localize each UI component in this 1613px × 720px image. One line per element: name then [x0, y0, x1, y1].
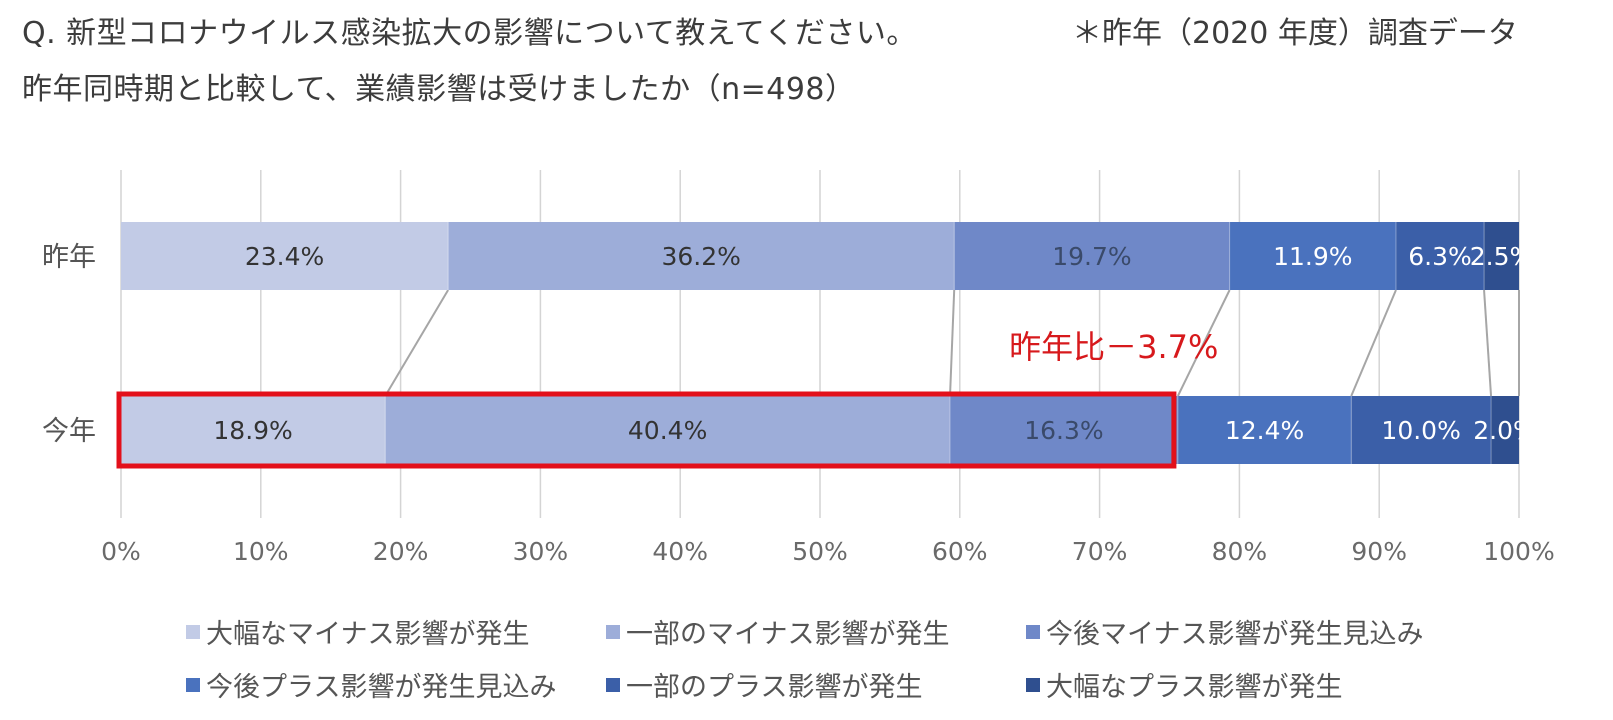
category-label: 昨年 [42, 242, 96, 273]
x-tick-label: 30% [513, 537, 569, 566]
legend-item: 大幅なプラス影響が発生 [1026, 665, 1456, 704]
bar-segment [121, 222, 449, 290]
x-tick-label: 10% [233, 537, 289, 566]
legend-label: 今後プラス影響が発生見込み [206, 672, 557, 703]
legend-label: 一部のマイナス影響が発生 [626, 619, 950, 650]
legend-swatch [186, 677, 200, 692]
bar-segment [121, 396, 386, 464]
legend-swatch [186, 624, 200, 639]
x-tick-label: 40% [652, 537, 708, 566]
highlight-box [116, 391, 1177, 469]
bar-data-label: 36.2% [661, 242, 740, 271]
bar-segment [448, 222, 955, 290]
legend-item: 一部のマイナス影響が発生 [606, 612, 1026, 651]
question-title: Q. 新型コロナウイルス感染拡大の影響について教えてください。 [22, 16, 917, 51]
bar-data-label: 19.7% [1052, 242, 1131, 271]
bar-segment [1484, 222, 1519, 290]
bar-segment [1395, 222, 1485, 290]
bar-segment [1491, 396, 1519, 464]
x-tick-label: 70% [1072, 537, 1128, 566]
stacked-bar-chart: 0% 10% 20% 30% 40% 50% 60% 70% 80% 90% 100% 23.4% 36… [42, 170, 1555, 566]
bar-data-label: 23.4% [245, 242, 324, 271]
x-tick-label: 50% [792, 537, 848, 566]
legend-item: 大幅なマイナス影響が発生 [186, 612, 606, 651]
legend-swatch [1026, 624, 1040, 639]
series-connector-line [1483, 289, 1493, 397]
legend-item: 今後マイナス影響が発生見込み [1026, 612, 1456, 651]
x-tick-label: 0% [101, 537, 141, 566]
chart-legend: 大幅なマイナス影響が発生 一部のマイナス影響が発生 今後マイナス影響が発生見込み今後… [186, 612, 1516, 704]
x-tick-label: 100% [1483, 537, 1554, 566]
survey-note: ＊昨年（2020 年度）調査データ [1072, 16, 1518, 51]
bar-data-label: 12.4% [1225, 416, 1304, 445]
bar-segment [954, 222, 1230, 290]
bar-data-label: 2.5% [1470, 242, 1534, 271]
category-label: 今年 [42, 416, 96, 447]
bar-segment [1177, 396, 1352, 464]
bar-data-label: 10.0% [1381, 416, 1460, 445]
legend-swatch [606, 677, 620, 692]
bar-data-label: 11.9% [1273, 242, 1352, 271]
legend-label: 大幅なマイナス影響が発生 [206, 619, 530, 650]
question-subtitle: 昨年同時期と比較して、業績影響は受けましたか（n=498） [22, 72, 856, 107]
legend-label: 大幅なプラス影響が発生 [1046, 672, 1343, 703]
bar-data-label: 2.0% [1473, 416, 1537, 445]
legend-item: 今後プラス影響が発生見込み [186, 665, 606, 704]
series-connector-line [1350, 289, 1397, 397]
bar-segment [1351, 396, 1492, 464]
bar-segment [385, 396, 951, 464]
legend-swatch [606, 624, 620, 639]
x-tick-label: 80% [1212, 537, 1268, 566]
x-tick-label: 90% [1351, 537, 1407, 566]
x-tick-label: 20% [373, 537, 429, 566]
bar-data-label: 6.3% [1408, 242, 1472, 271]
bar-data-label: 18.9% [213, 416, 292, 445]
legend-label: 一部のプラス影響が発生 [626, 672, 923, 703]
legend-swatch [1026, 677, 1040, 692]
legend-label: 今後マイナス影響が発生見込み [1046, 619, 1424, 650]
x-tick-label: 60% [932, 537, 988, 566]
bar-segment [950, 396, 1178, 464]
bar-data-label: 40.4% [628, 416, 707, 445]
series-connector-line [949, 289, 956, 397]
bar-data-label: 16.3% [1024, 416, 1103, 445]
bar-segment [1229, 222, 1396, 290]
series-connector-line [1176, 289, 1231, 397]
series-connector-line [384, 289, 449, 397]
comparison-annotation: 昨年比－3.7% [1009, 328, 1218, 366]
legend-item: 一部のプラス影響が発生 [606, 665, 1026, 704]
